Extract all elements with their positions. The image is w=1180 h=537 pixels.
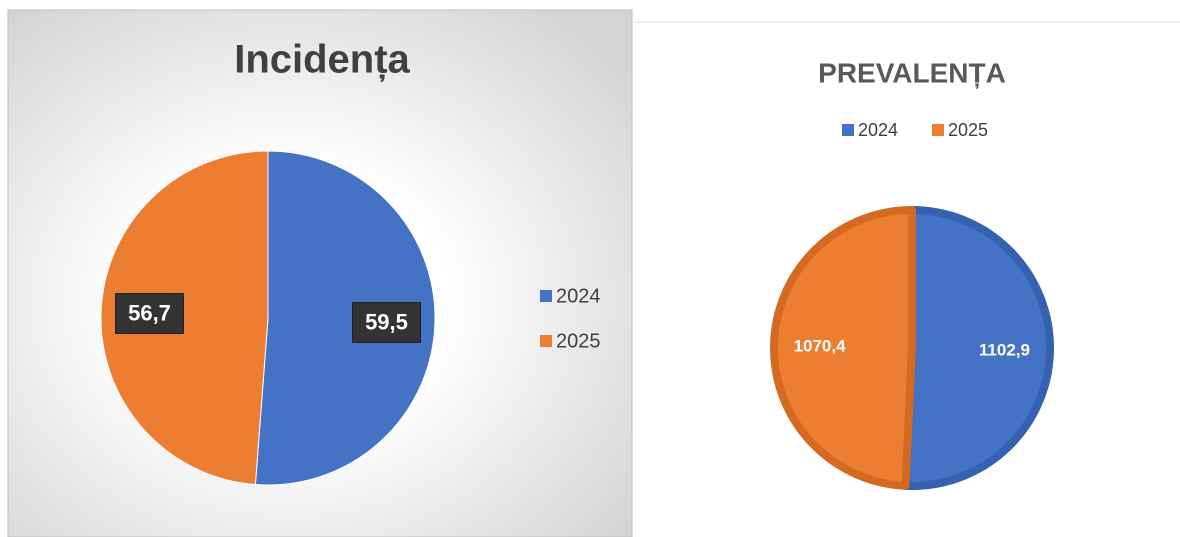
legend-swatch xyxy=(842,124,854,136)
legend-label: 2024 xyxy=(556,285,601,307)
data-label-box xyxy=(351,301,421,343)
legend-swatch xyxy=(540,290,552,302)
data-label-box xyxy=(115,293,185,335)
chart-title: Incidența xyxy=(234,38,410,82)
chart-title: PREVALENȚA xyxy=(818,57,1006,88)
legend-label: 2025 xyxy=(556,330,601,352)
legend-swatch xyxy=(932,124,944,136)
data-label: 1070,4 xyxy=(794,336,847,355)
pie-slice xyxy=(100,150,269,486)
data-label: 1102,9 xyxy=(979,341,1030,360)
legend-label: 2025 xyxy=(948,120,988,140)
data-label: 56,7 xyxy=(128,300,171,325)
pie-slice xyxy=(901,206,1054,490)
pie-slice xyxy=(254,150,436,486)
legend-swatch xyxy=(540,335,552,347)
legend-label: 2024 xyxy=(858,120,898,140)
pie-slice xyxy=(770,206,916,490)
data-label: 59,5 xyxy=(365,309,408,334)
